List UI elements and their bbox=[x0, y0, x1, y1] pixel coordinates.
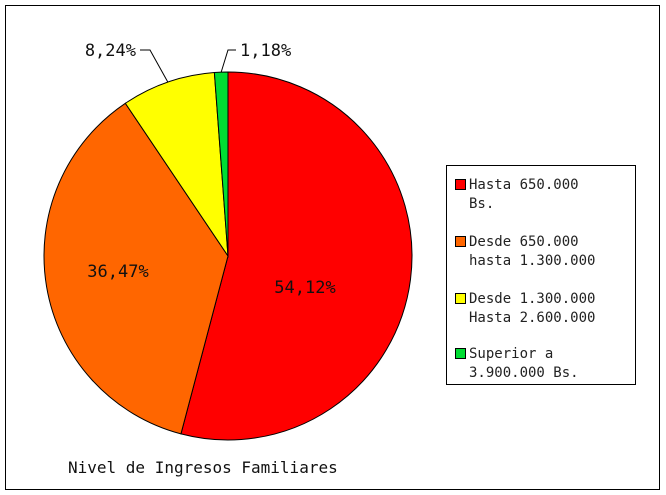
leader-line-2 bbox=[140, 49, 169, 83]
legend-swatch-2 bbox=[455, 293, 466, 304]
slice-label-2: 8,24% bbox=[85, 41, 136, 61]
slice-label-0: 54,12% bbox=[274, 278, 335, 298]
legend-label-1: Desde 650.000 hasta 1.300.000 bbox=[469, 234, 596, 269]
legend-swatch-3 bbox=[455, 348, 466, 359]
legend-swatch-0 bbox=[455, 179, 466, 190]
slice-label-3: 1,18% bbox=[240, 41, 291, 61]
legend-swatch-1 bbox=[455, 236, 466, 247]
legend-label-0: Hasta 650.000 Bs. bbox=[469, 177, 579, 212]
chart-title: Nivel de Ingresos Familiares bbox=[68, 458, 338, 477]
slice-label-1: 36,47% bbox=[87, 262, 148, 282]
leader-line-3 bbox=[220, 49, 236, 73]
legend: Hasta 650.000 Bs. Desde 650.000 hasta 1.… bbox=[446, 165, 636, 385]
pie-slice-2 bbox=[124, 71, 229, 258]
legend-label-3: Superior a 3.900.000 Bs. bbox=[469, 346, 579, 381]
legend-label-2: Desde 1.300.000 Hasta 2.600.000 bbox=[469, 291, 596, 326]
pie-slice-0 bbox=[180, 71, 413, 441]
pie-slice-1 bbox=[43, 102, 229, 435]
